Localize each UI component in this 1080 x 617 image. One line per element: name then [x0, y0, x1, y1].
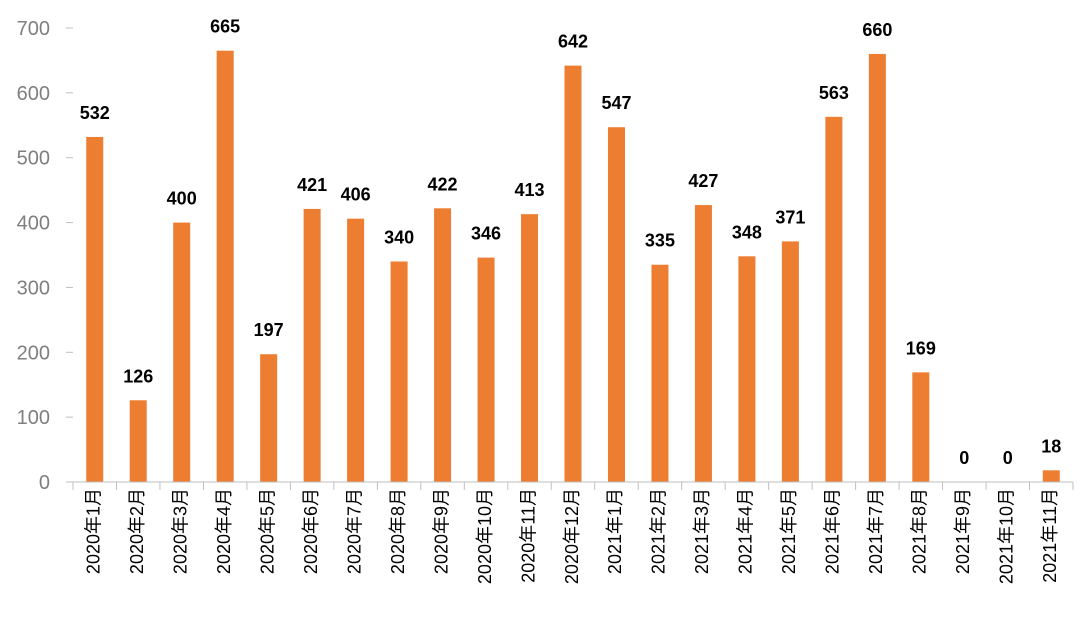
y-tick-label: 400	[17, 213, 50, 235]
x-category-label: 2021年3月	[692, 488, 712, 574]
bar	[477, 257, 495, 482]
bar	[390, 261, 408, 482]
bar	[825, 116, 843, 483]
data-label: 427	[688, 171, 718, 191]
x-category-label: 2020年1月	[83, 488, 103, 574]
data-label: 421	[297, 175, 327, 195]
data-label: 422	[428, 174, 458, 194]
data-label: 371	[775, 207, 805, 227]
y-tick-label: 700	[17, 18, 50, 40]
bar	[303, 208, 321, 483]
bars	[86, 50, 1060, 483]
bar	[868, 53, 886, 482]
bar	[781, 241, 799, 482]
y-tick-label: 100	[17, 407, 50, 429]
y-tick-label: 600	[17, 83, 50, 105]
x-category-label: 2020年5月	[257, 488, 277, 574]
data-label: 547	[601, 93, 631, 113]
bar	[694, 205, 712, 482]
data-label: 660	[862, 20, 892, 40]
y-tick-label: 300	[17, 277, 50, 299]
x-category-label: 2020年11月	[518, 488, 538, 583]
x-category-label: 2021年5月	[779, 488, 799, 574]
bar	[129, 400, 147, 482]
x-category-label: 2020年10月	[475, 488, 495, 584]
x-category-label: 2021年2月	[649, 488, 669, 574]
x-category-label: 2021年1月	[605, 488, 625, 574]
bar	[521, 214, 539, 482]
data-label: 406	[341, 185, 371, 205]
bar	[564, 65, 582, 483]
bar	[1042, 470, 1060, 482]
bar	[607, 127, 625, 482]
x-category-label: 2020年4月	[214, 488, 234, 574]
x-category-label: 2020年3月	[170, 488, 190, 574]
data-label: 348	[732, 222, 762, 242]
y-tick-label: 500	[17, 148, 50, 170]
data-label: 0	[1003, 448, 1013, 468]
x-category-label: 2020年7月	[344, 488, 364, 574]
x-category-label: 2020年8月	[388, 488, 408, 574]
bar	[651, 264, 669, 482]
x-category-label: 2020年12月	[562, 488, 582, 584]
bar	[216, 50, 234, 482]
data-labels: 532 126 400 665 197 421 406 340 422 346 413 642 547 3…	[80, 17, 1062, 468]
data-label: 665	[210, 17, 240, 37]
data-label: 0	[959, 448, 969, 468]
x-category-label: 2020年2月	[127, 488, 147, 574]
bar	[86, 136, 104, 482]
data-label: 346	[471, 224, 501, 244]
bar	[912, 372, 930, 482]
bar	[173, 222, 191, 483]
x-category-label: 2021年9月	[953, 488, 973, 574]
data-label: 413	[514, 180, 544, 200]
bar	[434, 208, 452, 482]
data-label: 340	[384, 227, 414, 247]
y-tick-label: 200	[17, 342, 50, 364]
y-tick-label: 0	[39, 472, 50, 494]
bar	[738, 256, 756, 482]
data-label: 563	[819, 83, 849, 103]
bar	[260, 354, 278, 482]
data-label: 126	[123, 366, 153, 386]
x-category-label: 2020年9月	[431, 488, 451, 574]
bar	[347, 218, 365, 482]
x-category-label: 2021年11月	[1040, 488, 1060, 583]
data-label: 335	[645, 231, 675, 251]
x-axis	[72, 481, 1074, 490]
x-category-label: 2021年4月	[736, 488, 756, 574]
x-category-label: 2020年6月	[301, 488, 321, 574]
y-axis-ticks: 0 100 200 300 400 500 600 700	[17, 18, 73, 494]
data-label: 532	[80, 103, 110, 123]
data-label: 169	[906, 338, 936, 358]
x-category-label: 2021年7月	[866, 488, 886, 574]
data-label: 642	[558, 32, 588, 52]
data-label: 400	[167, 189, 197, 209]
x-category-label: 2021年10月	[997, 488, 1017, 584]
data-label: 197	[254, 320, 284, 340]
x-axis-labels: 2020年1月 2020年2月 2020年3月 2020年4月 2020年5月 2020年…	[83, 488, 1060, 584]
data-label: 18	[1041, 436, 1061, 456]
x-category-label: 2021年8月	[910, 488, 930, 574]
x-category-label: 2021年6月	[823, 488, 843, 574]
